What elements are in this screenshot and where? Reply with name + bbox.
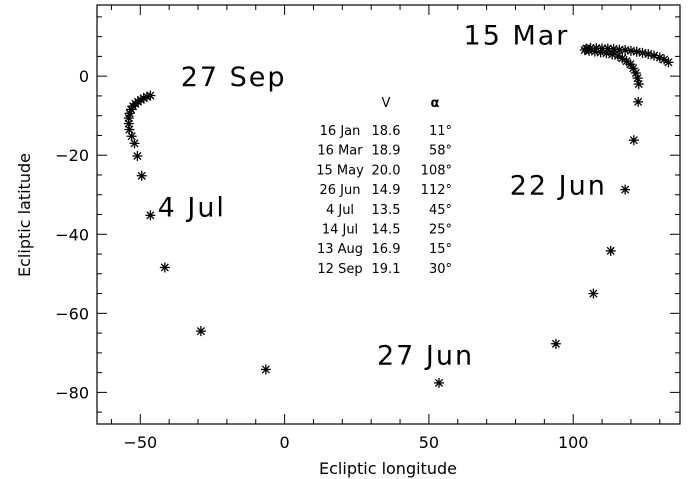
x-tick-label: −50 — [123, 433, 157, 452]
table-cell: 112° — [421, 183, 452, 198]
data-point — [195, 326, 206, 337]
table-cell: 26 Jun — [320, 183, 361, 198]
table-cell: 15° — [429, 242, 452, 257]
data-point — [643, 49, 654, 60]
table-cell: 45° — [429, 203, 452, 218]
y-axis-label: Ecliptic latitude — [15, 153, 34, 277]
y-tick-label: −20 — [55, 146, 89, 165]
table-cell: 14 Jul — [322, 223, 358, 238]
table-cell: 14.9 — [372, 183, 401, 198]
table-cell: 18.9 — [372, 144, 401, 159]
data-point — [126, 131, 137, 142]
data-point — [159, 262, 170, 273]
y-tick-label: −40 — [55, 225, 89, 244]
table-cell: 13.5 — [372, 203, 401, 218]
date-annotation: 27 Jun — [377, 341, 474, 372]
table-cell: 13 Aug — [317, 242, 363, 257]
data-point — [620, 184, 631, 195]
table-cell: 15 May — [316, 163, 364, 178]
x-tick-label: 50 — [419, 433, 439, 452]
table-cell: 30° — [429, 262, 452, 277]
data-point — [659, 54, 670, 65]
axis-ticks — [97, 5, 680, 424]
table-header-v: V — [382, 96, 391, 111]
y-tick-label: −60 — [55, 304, 89, 323]
y-tick-label: 0 — [79, 67, 89, 86]
data-point — [145, 210, 156, 221]
tick-labels: −50 0 50 100 −80 −60 −40 −20 0 — [55, 67, 588, 452]
date-annotation: 27 Sep — [181, 62, 287, 93]
date-annotation: 15 Mar — [464, 21, 570, 52]
data-point — [589, 46, 600, 57]
x-tick-label: 100 — [558, 433, 589, 452]
y-tick-label: −80 — [55, 383, 89, 402]
data-point — [633, 96, 644, 107]
data-point — [633, 79, 644, 90]
data-point — [136, 170, 147, 181]
data-point — [145, 90, 156, 101]
data-point — [260, 364, 271, 375]
data-point — [550, 338, 561, 349]
data-point — [132, 150, 143, 161]
data-points — [123, 43, 674, 388]
table-cell: 12 Sep — [317, 262, 362, 277]
x-tick-label: 0 — [280, 433, 290, 452]
table-cell: 25° — [429, 223, 452, 238]
data-point — [632, 73, 643, 84]
data-point — [588, 288, 599, 299]
data-point — [649, 50, 660, 61]
table-cell: 11° — [429, 124, 452, 139]
table-cell: 16.9 — [372, 242, 401, 257]
table-cell: 18.6 — [372, 124, 401, 139]
table-cell: 58° — [429, 144, 452, 159]
data-point — [602, 43, 613, 54]
date-annotation: 4 Jul — [158, 192, 226, 223]
table-cell: 4 Jul — [326, 203, 354, 218]
date-annotation: 22 Jun — [510, 171, 607, 202]
table-cell: 14.5 — [372, 223, 401, 238]
table-cell: 108° — [421, 163, 452, 178]
table-cell: 16 Jan — [320, 124, 361, 139]
data-point — [605, 245, 616, 256]
table-cell: 20.0 — [372, 163, 401, 178]
table-cell: 16 Mar — [317, 144, 363, 159]
table-header-alpha: α — [431, 96, 440, 111]
data-point — [628, 135, 639, 146]
data-point — [434, 377, 445, 388]
x-axis-label: Ecliptic longitude — [319, 459, 457, 478]
table-cell: 19.1 — [372, 262, 401, 277]
date-annotations: 15 Mar 27 Sep 4 Jul 22 Jun 27 Jun — [158, 21, 607, 372]
